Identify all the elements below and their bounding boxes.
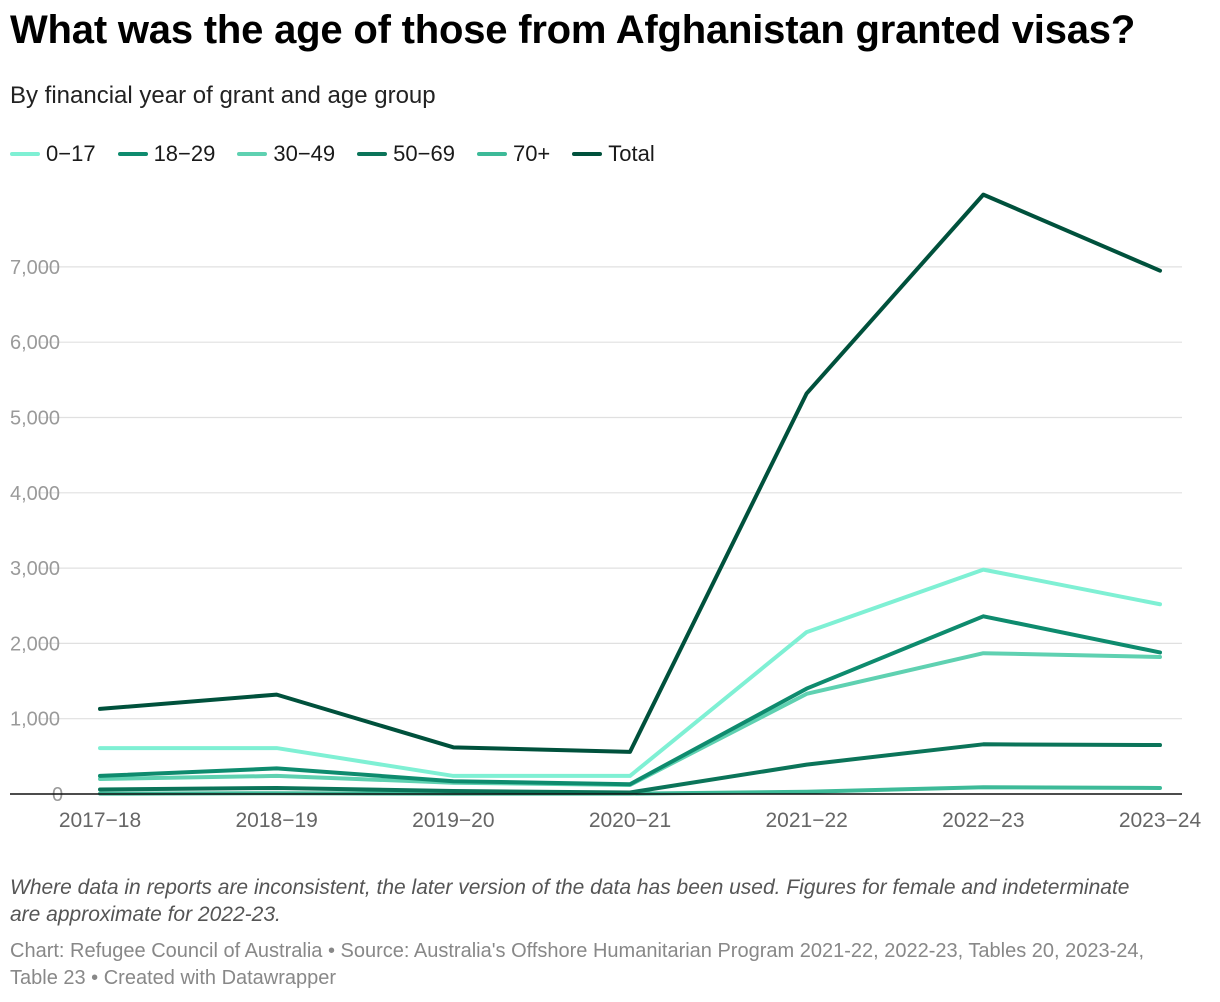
y-tick-label: 3,000 <box>10 558 60 580</box>
chart-source: Chart: Refugee Council of Australia • So… <box>10 940 1145 989</box>
x-tick-label: 2018−19 <box>235 809 317 832</box>
legend-label: 30−49 <box>273 141 336 166</box>
legend-label: Total <box>608 141 655 166</box>
legend-item-30-49: 30−49 <box>237 141 335 167</box>
x-tick-label: 2022−23 <box>942 809 1024 832</box>
legend-item-50-69: 50−69 <box>357 141 455 167</box>
x-tick-label: 2021−22 <box>765 809 847 832</box>
line-chart: 0 1,000 2,000 3,000 4,000 5,000 6,000 7,000 201… <box>10 192 1202 832</box>
y-tick-label: 7,000 <box>10 257 60 279</box>
y-axis-ticks: 0 1,000 2,000 3,000 4,000 5,000 6,000 7,000 <box>10 257 63 806</box>
series-line-total <box>98 192 1162 754</box>
y-tick-label: 4,000 <box>10 483 60 505</box>
y-tick-label: 5,000 <box>10 408 60 430</box>
legend-swatch <box>237 152 268 156</box>
legend-swatch <box>10 152 40 156</box>
chart-title: What was the age of those from Afghanist… <box>10 8 1136 52</box>
legend-label: 70+ <box>512 141 551 166</box>
legend-item-0-17: 0−17 <box>10 141 96 167</box>
legend-label: 50−69 <box>393 141 455 166</box>
legend-swatch <box>476 152 507 156</box>
legend-item-18-29: 18−29 <box>117 141 216 167</box>
x-tick-label: 2023−24 <box>1119 809 1202 832</box>
y-tick-label: 2,000 <box>10 633 60 655</box>
series-line-50-69 <box>98 742 1162 795</box>
y-tick-label: 6,000 <box>10 332 60 354</box>
x-tick-label: 2019−20 <box>412 809 494 832</box>
chart-notes: Where data in reports are inconsistent, … <box>10 876 1130 926</box>
legend-swatch <box>357 152 388 156</box>
y-tick-label: 1,000 <box>10 709 60 731</box>
gridlines <box>40 266 1182 720</box>
legend-item-total: Total <box>572 141 655 167</box>
legend-label: 18−29 <box>153 141 216 166</box>
series-line-18-29 <box>98 614 1162 787</box>
legend-label: 0−17 <box>46 141 96 166</box>
series-line-0-17 <box>98 567 1162 778</box>
legend-swatch <box>117 152 148 156</box>
x-tick-label: 2017−18 <box>59 809 141 832</box>
x-tick-label: 2020−21 <box>589 809 671 832</box>
y-tick-label: 0 <box>52 784 63 806</box>
legend-swatch <box>572 152 603 156</box>
x-axis-ticks: 2017−18 2018−19 2019−20 2020−21 2021−22 2022−… <box>59 809 1202 832</box>
legend: 0−17 18−29 30−49 50−69 70+ Total <box>10 140 677 168</box>
legend-item-70-plus: 70+ <box>476 141 551 167</box>
chart-subtitle: By financial year of grant and age group <box>10 82 436 109</box>
series-lines <box>98 192 1162 796</box>
